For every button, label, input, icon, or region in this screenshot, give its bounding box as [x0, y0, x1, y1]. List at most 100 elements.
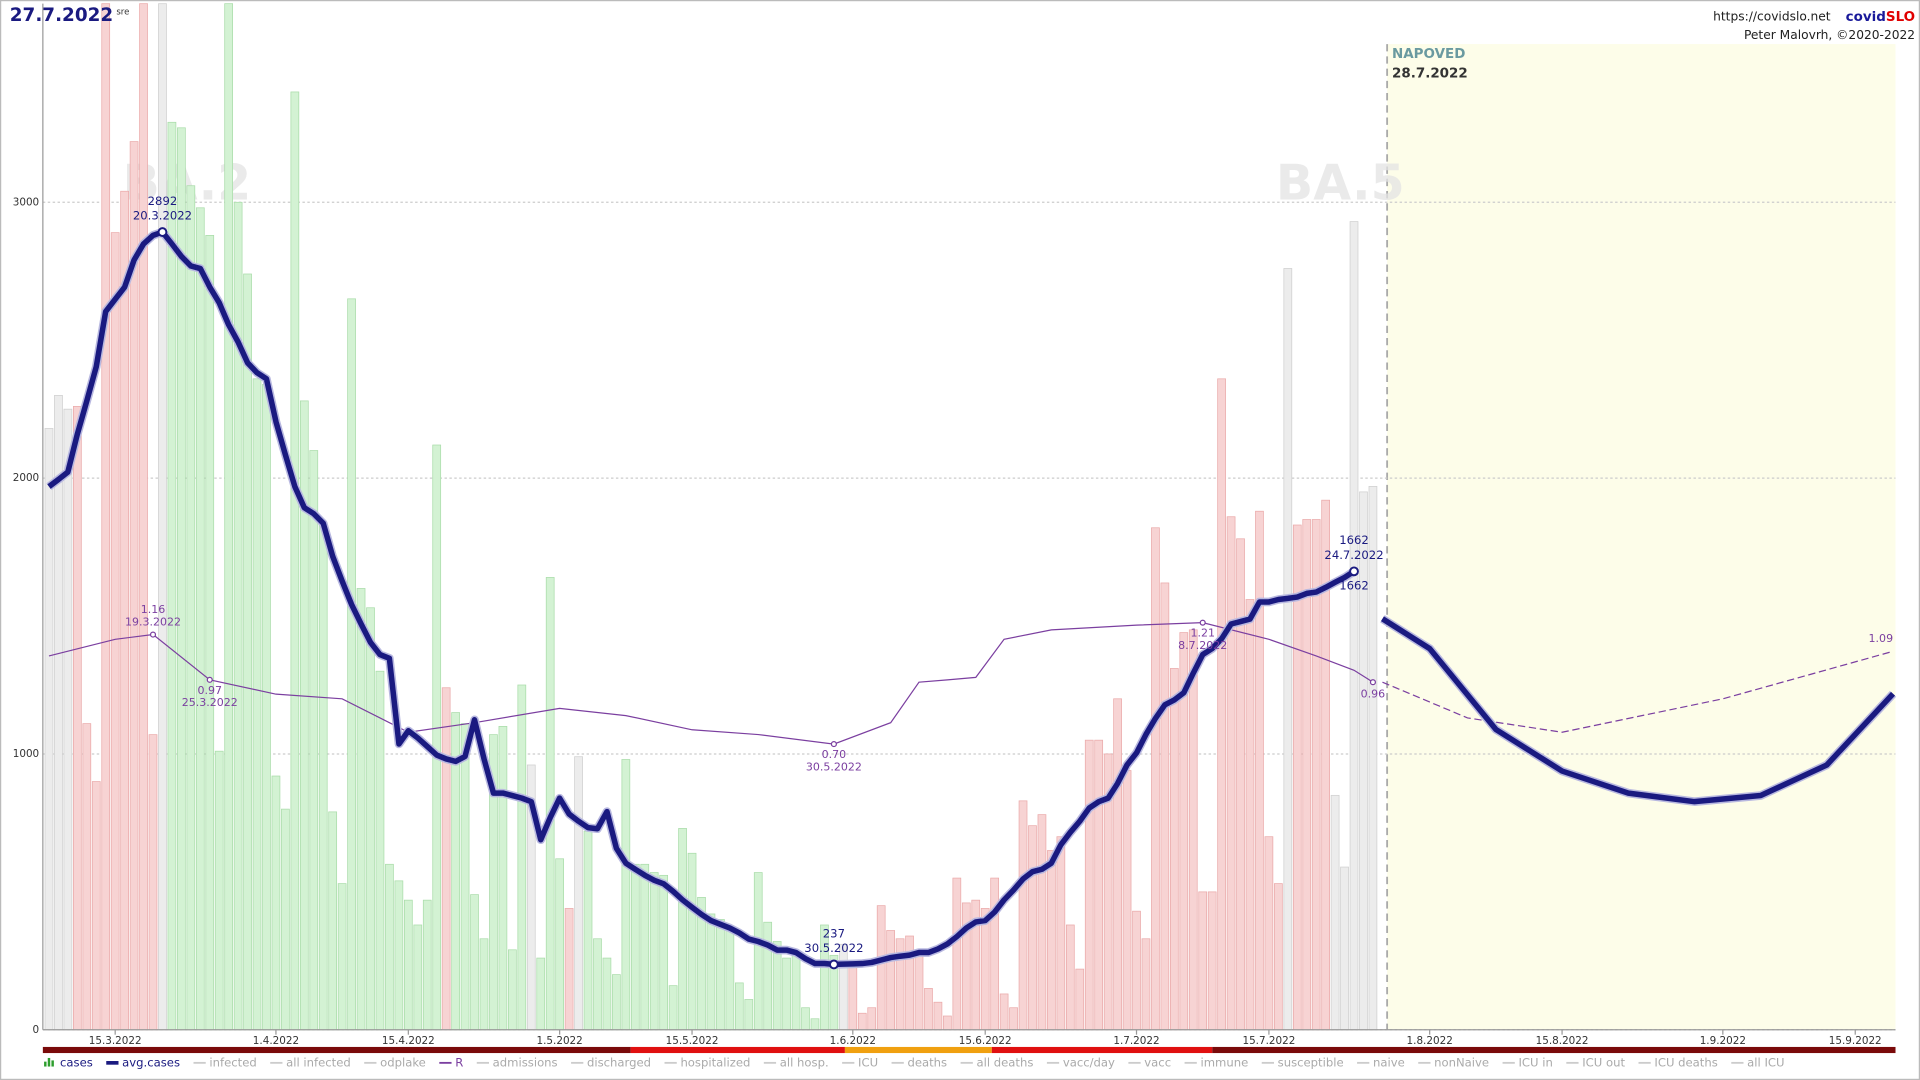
bar: [262, 383, 271, 1031]
legend-label: naive: [1373, 1055, 1405, 1069]
annotation-value: 237: [823, 926, 845, 940]
brand: covidSLO: [1846, 10, 1915, 25]
bar: [990, 877, 1000, 1031]
legend-item[interactable]: deaths: [891, 1055, 948, 1069]
y-tick-label: 2000: [13, 472, 39, 484]
bar: [706, 913, 716, 1031]
legend-item[interactable]: ICU: [842, 1055, 878, 1069]
x-tick-label: 1.4.2022: [253, 1035, 299, 1047]
legend-item[interactable]: odplake: [364, 1055, 426, 1069]
legend-item[interactable]: ICU deaths: [1638, 1055, 1718, 1069]
legend-item[interactable]: cases: [44, 1055, 93, 1069]
annotation-date: 30.5.2022: [806, 760, 862, 773]
bar: [1075, 968, 1085, 1031]
legend-label: discharged: [587, 1055, 651, 1069]
strip-segment: [1212, 1046, 1896, 1054]
legend-item[interactable]: all infected: [270, 1055, 351, 1069]
bar: [886, 930, 895, 1031]
legend-item[interactable]: hospitalized: [664, 1055, 751, 1069]
bar: [403, 899, 413, 1031]
legend-item[interactable]: immune: [1184, 1055, 1249, 1069]
bar: [82, 723, 92, 1031]
bar: [999, 993, 1009, 1031]
bar: [470, 894, 479, 1031]
legend-item[interactable]: all deaths: [960, 1055, 1034, 1069]
legend-item[interactable]: admissions: [476, 1055, 558, 1069]
bar: [555, 858, 564, 1031]
legend-item[interactable]: vacc/day: [1046, 1055, 1115, 1069]
legend-item[interactable]: avg.cases: [106, 1055, 180, 1069]
bar: [1132, 910, 1141, 1031]
legend-item[interactable]: all hosp.: [763, 1055, 829, 1069]
bar: [101, 3, 111, 1031]
bar: [148, 734, 158, 1031]
legend-label: all infected: [286, 1055, 351, 1069]
x-tick-label: 1.7.2022: [1113, 1035, 1159, 1047]
forecast-region: [1387, 44, 1896, 1030]
legend-label: vacc: [1144, 1055, 1171, 1069]
bar: [139, 3, 148, 1031]
annotation-layer: NAPOVED28.7.2022289220.3.202223730.5.202…: [125, 47, 1893, 970]
bar: [612, 974, 621, 1031]
bar: [857, 1012, 867, 1031]
bar: [791, 954, 801, 1031]
bar: [725, 927, 735, 1031]
bar: [630, 863, 640, 1031]
bar: [1330, 794, 1340, 1031]
bar: [479, 938, 489, 1031]
legend-label: all deaths: [977, 1055, 1034, 1069]
legend-item[interactable]: R: [439, 1055, 463, 1069]
brand-part: covid: [1846, 10, 1886, 25]
annotation-date: 25.3.2022: [182, 696, 238, 709]
strip-segment: [991, 1046, 1213, 1054]
bar: [318, 524, 328, 1031]
x-tick-label: 15.5.2022: [666, 1035, 719, 1047]
bar: [281, 808, 290, 1031]
legend-label: admissions: [493, 1055, 558, 1069]
legend-item[interactable]: infected: [193, 1055, 257, 1069]
bar: [1170, 668, 1179, 1031]
avg-marker: [1349, 566, 1359, 577]
legend-label: susceptible: [1278, 1055, 1344, 1069]
r-end-label: 0.96: [1361, 687, 1386, 700]
bar: [1047, 850, 1056, 1031]
annotation-date: 30.5.2022: [804, 941, 863, 955]
x-tick-label: 1.8.2022: [1407, 1035, 1453, 1047]
bar: [687, 852, 697, 1031]
legend-label: immune: [1200, 1055, 1248, 1069]
bar: [328, 811, 338, 1031]
avg-marker: [157, 227, 168, 237]
legend-label: nonNaive: [1434, 1055, 1489, 1069]
bar: [110, 232, 120, 1031]
legend-glyph: [47, 1057, 51, 1067]
bar: [763, 921, 773, 1031]
bars-layer: [44, 3, 1378, 1031]
source-url: https://covidslo.net: [1713, 10, 1831, 24]
bar: [914, 952, 924, 1031]
legend-item[interactable]: naive: [1357, 1055, 1405, 1069]
bar: [337, 883, 347, 1031]
bar: [1226, 516, 1236, 1031]
bar: [810, 1018, 820, 1031]
annotation-value: 1662: [1339, 533, 1369, 547]
legend-item[interactable]: all ICU: [1731, 1055, 1785, 1069]
legend-item[interactable]: nonNaive: [1418, 1055, 1489, 1069]
x-tick-label: 15.7.2022: [1242, 1035, 1295, 1047]
x-tick-label: 15.6.2022: [959, 1035, 1012, 1047]
x-tick-label: 1.6.2022: [830, 1035, 876, 1047]
bar: [867, 1007, 877, 1031]
bar: [91, 781, 101, 1031]
bar: [659, 874, 669, 1031]
legend-label: cases: [60, 1055, 93, 1069]
legend-item[interactable]: ICU in: [1502, 1055, 1553, 1069]
bar: [290, 91, 300, 1031]
bar: [1321, 499, 1330, 1031]
bar: [1207, 891, 1217, 1031]
bar: [460, 723, 470, 1031]
legend-item[interactable]: ICU out: [1566, 1055, 1625, 1069]
bar: [583, 830, 593, 1031]
legend-item[interactable]: discharged: [571, 1055, 651, 1069]
x-tick-label: 1.9.2022: [1700, 1035, 1746, 1047]
legend-item[interactable]: susceptible: [1261, 1055, 1344, 1069]
legend-item[interactable]: vacc: [1128, 1055, 1171, 1069]
